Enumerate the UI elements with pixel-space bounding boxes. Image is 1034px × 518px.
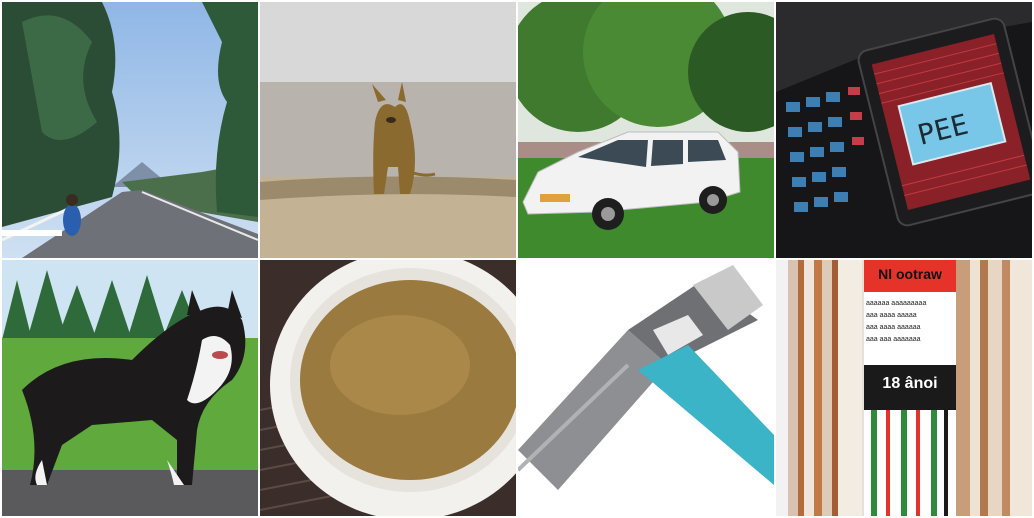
label-top-band [864, 260, 956, 292]
tile-dog-sand [260, 2, 516, 258]
tile-road-forest [2, 2, 258, 258]
tile-minivan [518, 2, 774, 258]
label-line-1: aaaaaa aaaaaaaaa [866, 300, 927, 307]
tile-pen-tip [518, 260, 774, 516]
tile-collie-dog [2, 260, 258, 516]
road-forest-image [2, 2, 258, 258]
keypad-device-image: PEE [776, 2, 1032, 258]
label-line-2: aaa aaaa aaaaa [866, 312, 917, 319]
tile-keypad-device: PEE [776, 2, 1032, 258]
tile-broth-bowl [260, 260, 516, 516]
dog-sand-image [260, 2, 516, 258]
pen-tip-image [518, 260, 774, 516]
label-code: 18 ânoi [882, 375, 938, 392]
label-title: Nl ootraw [878, 266, 942, 282]
product-box-image [776, 260, 1032, 516]
collie-dog-image [2, 260, 258, 516]
label-line-4: aaa aaa aaaaaaa [866, 336, 921, 343]
tile-product-box: Nl ootraw aaaaaa aaaaaaaaa aaa aaaa aaaa… [776, 260, 1032, 516]
broth-bowl-image [260, 260, 516, 516]
label-line-3: aaa aaaa aaaaaa [866, 324, 921, 331]
minivan-image [518, 2, 774, 258]
